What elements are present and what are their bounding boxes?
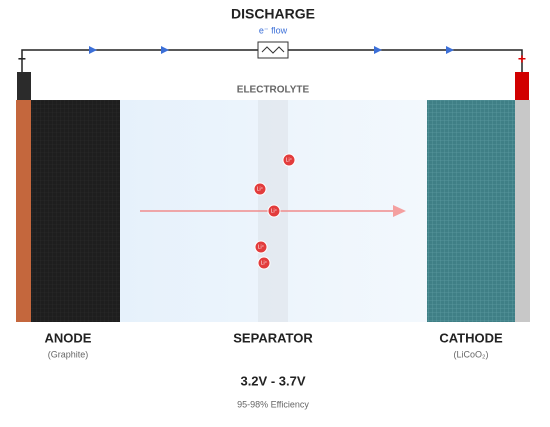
ion [253,182,267,196]
anode [31,100,120,322]
ion-label: Li⁺ [261,260,268,266]
component-name: CATHODE [439,330,503,345]
negative-sign: − [18,51,26,67]
component-material: (LiCoO₂) [454,349,489,359]
component-name: SEPARATOR [233,330,313,345]
efficiency: 95-98% Efficiency [237,399,309,409]
ion [267,204,281,218]
positive-terminal [515,72,529,100]
positive-sign: + [518,51,526,67]
ions: Li⁺ Li⁺ Li⁺ Li⁺ Li⁺ [253,153,296,270]
negative-terminal [17,72,31,100]
cathode-collector [515,100,530,322]
ion-label: Li⁺ [271,208,278,214]
cathode [427,100,515,322]
anode-collector [16,100,31,322]
subtitle: e⁻ flow [259,25,288,35]
ion-label: Li⁺ [257,186,264,192]
electrolyte-label: ELECTROLYTE [237,85,310,96]
ion [282,153,296,167]
voltage: 3.2V - 3.7V [240,373,305,388]
wire [21,41,523,72]
component-material: (Graphite) [48,349,89,359]
ion [254,240,268,254]
component-name: ANODE [45,330,92,345]
ion-label: Li⁺ [258,244,265,250]
title: DISCHARGE [231,6,315,22]
ion-label: Li⁺ [286,157,293,163]
ion [257,256,271,270]
